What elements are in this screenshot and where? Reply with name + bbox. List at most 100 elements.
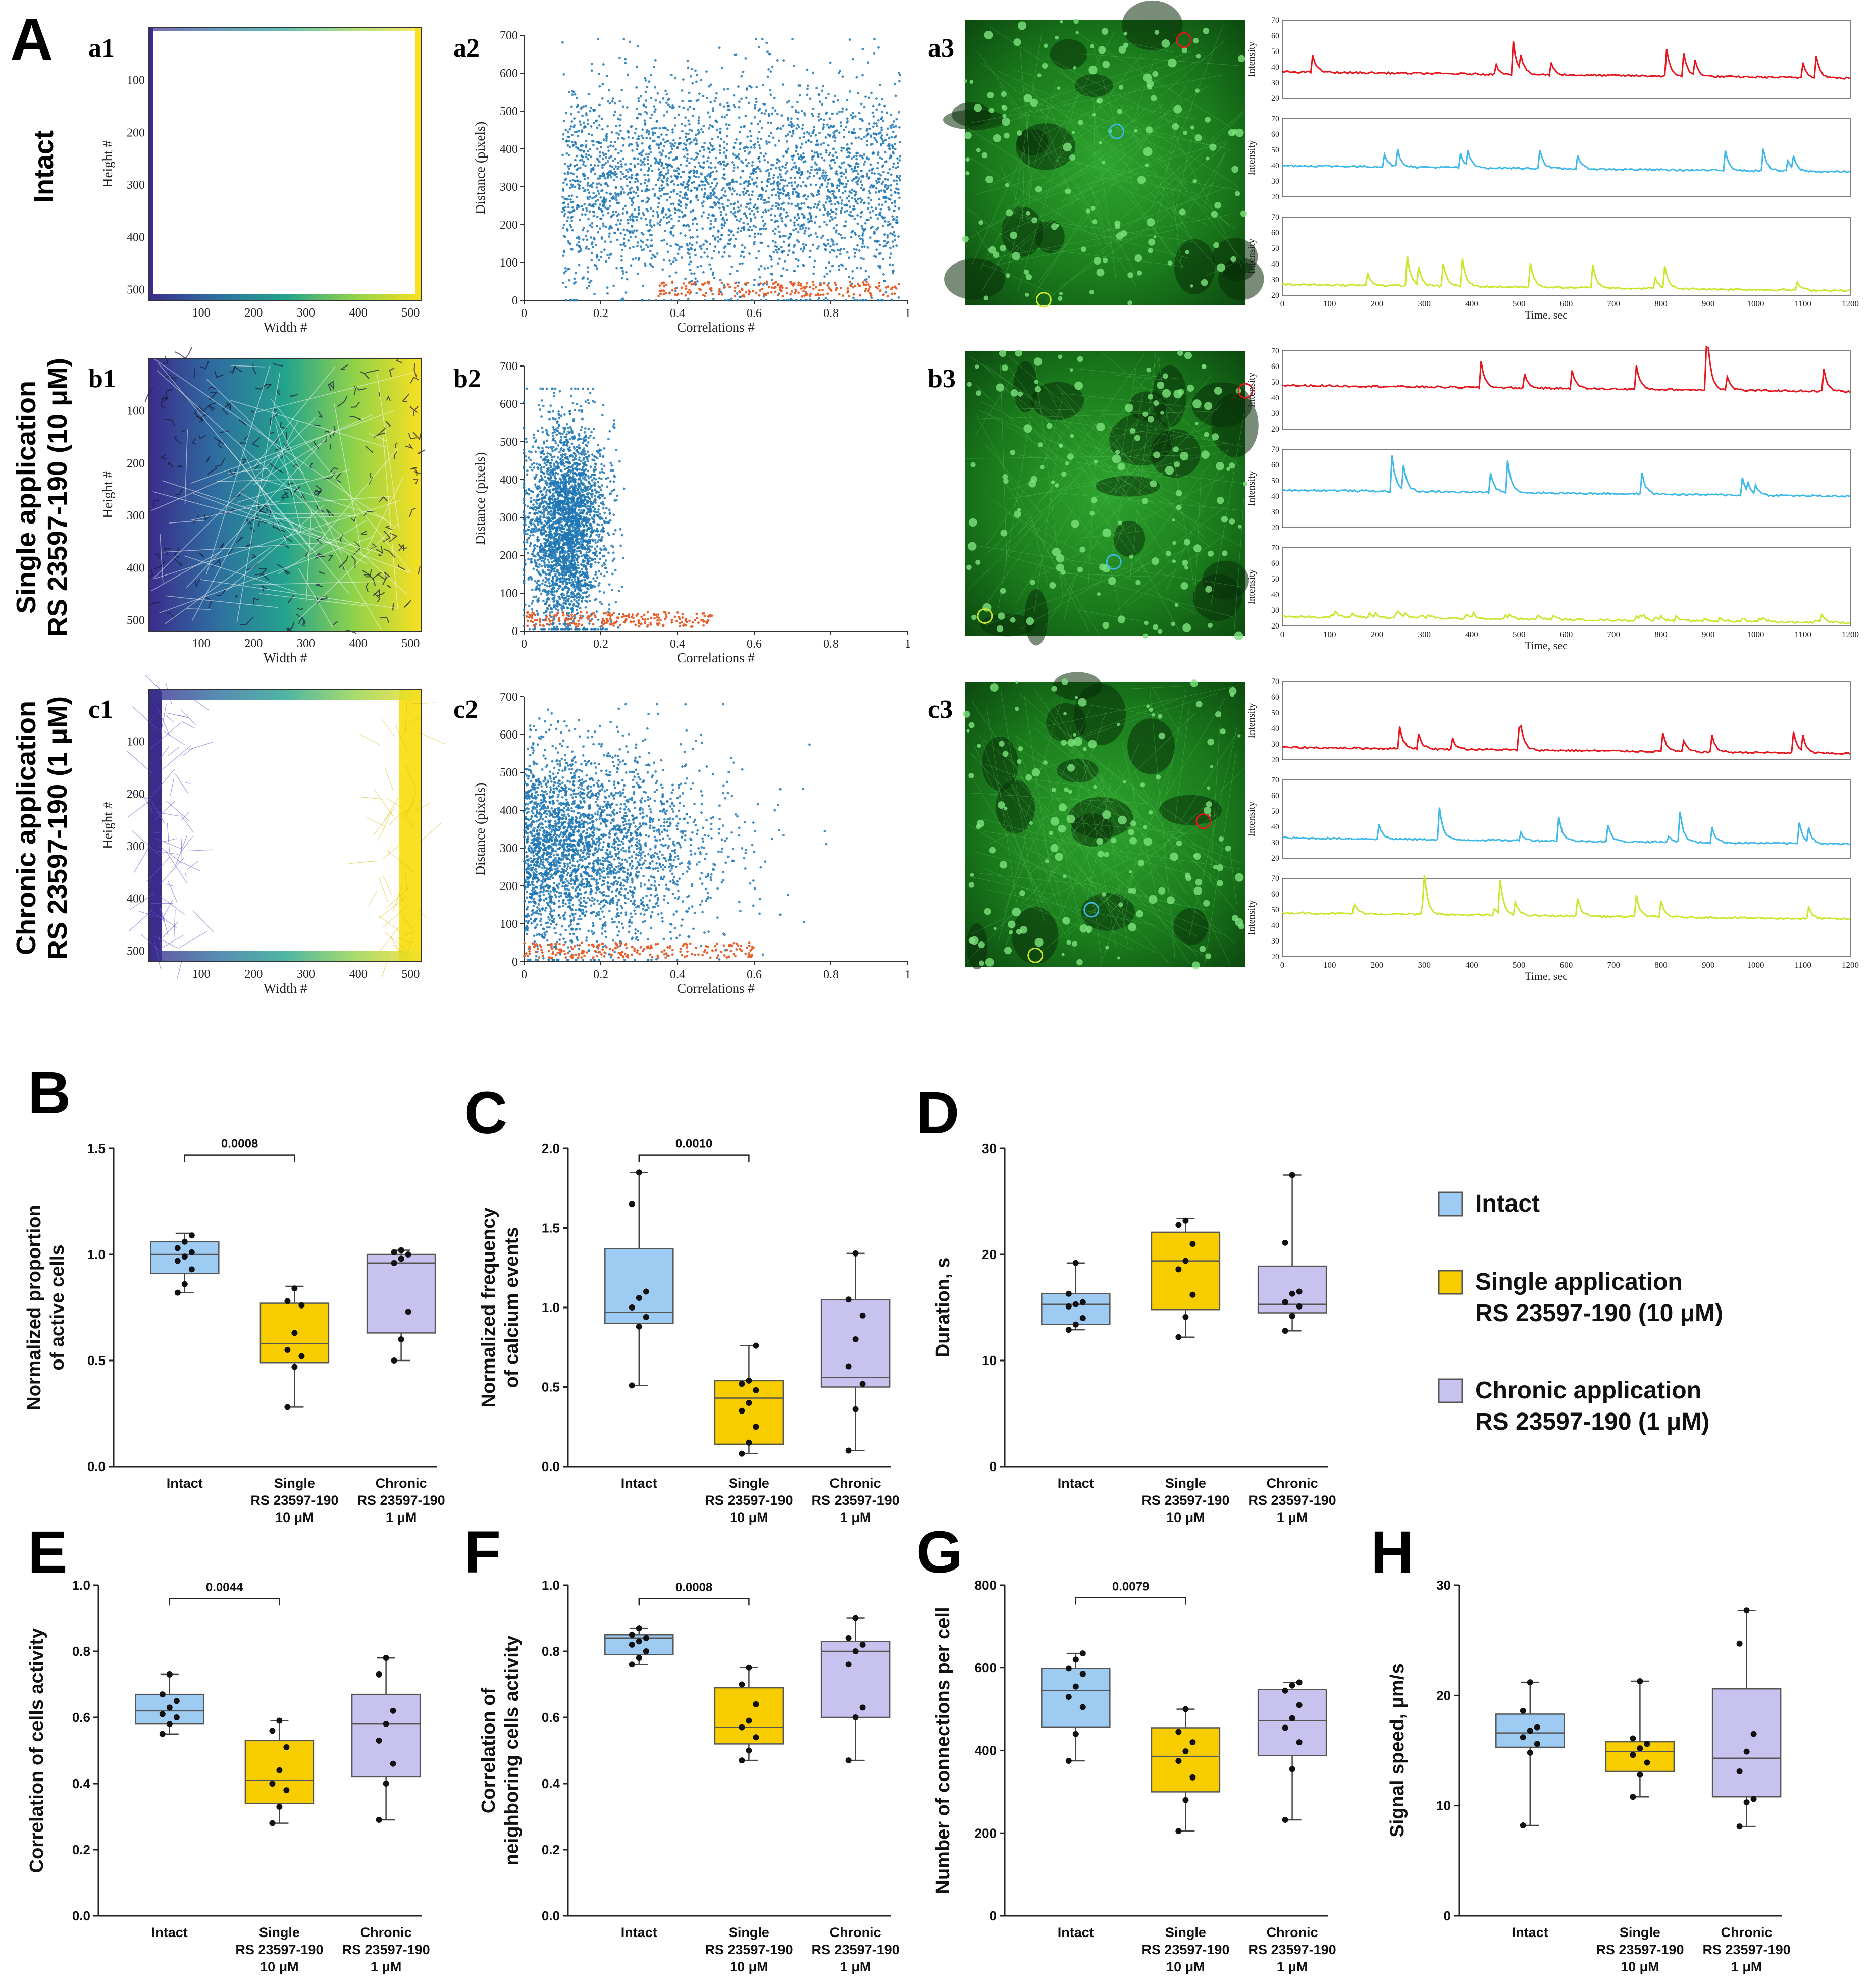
scatter-point [793,162,796,165]
cell-soma [1118,85,1124,90]
scatter-point-near [761,288,764,290]
scatter-point [621,270,624,273]
scatter-point [700,173,703,176]
scatter-point [523,486,526,489]
scatter-point [627,136,630,139]
scatter-point [783,299,785,302]
scatter-point [667,103,670,107]
scatter-point [733,94,736,97]
scatter-point [602,544,605,547]
scatter-point [632,190,635,193]
scatter-point [770,183,772,185]
scatter-point [723,141,726,144]
scatter-point [722,187,725,190]
scatter-point [881,225,884,228]
neurite [1171,187,1182,269]
scatter-point [798,167,801,170]
scatter-point [800,202,803,205]
scatter-point [650,164,652,167]
scatter-point [604,181,607,184]
scatter-point [586,238,589,241]
scatter-point [740,160,743,163]
scatter-point [604,156,607,159]
scatter-point [825,266,828,269]
connection-line [152,416,317,580]
scatter-point [800,110,803,113]
scatter-point [595,186,598,189]
scatter-point [861,74,864,77]
scatter-point [879,211,882,214]
scatter-point [820,143,823,146]
scatter-point [792,132,795,135]
scatter-point [728,255,731,258]
scatter-point [851,215,854,218]
scatter-point [665,133,668,136]
scatter-point [827,93,830,95]
scatter-point [860,186,862,189]
scatter-point [600,146,603,148]
scatter-point [719,127,722,130]
scatter-point [717,136,720,138]
scatter-point [790,168,793,171]
cell-outline [408,433,417,440]
scatter-point [758,147,761,150]
scatter-point [588,285,591,287]
scatter-point [557,410,560,413]
scatter-point [712,226,715,229]
scatter-point-near [703,282,706,285]
scatter-point [873,136,876,139]
scatter-point [815,144,818,147]
scatter-point [605,135,608,138]
scatter-point [645,106,648,109]
scatter-point-near [797,291,800,294]
neurite [981,62,1141,192]
scatter-point [603,472,605,474]
scatter-point [680,183,683,186]
scatter-point [740,126,743,129]
scatter-point [579,180,582,183]
row-label: Single applicationRS 23597-190 (10 μM) [11,358,73,637]
scatter-point [681,196,684,199]
scatter-point [602,204,605,207]
scatter-point [706,255,709,258]
scatter-point [620,165,623,168]
cell-outline [221,403,230,415]
scatter-point [649,207,652,210]
scatter-point [647,133,650,136]
scatter-point [640,164,643,166]
scatter-point [754,171,757,174]
scatter-point [585,114,588,117]
scatter-point [698,150,701,153]
scatter-point [661,149,664,152]
scatter-point [662,138,665,141]
trace-x-tick: 600 [1560,299,1573,308]
cell-outline [316,595,325,604]
scatter-point [763,112,766,115]
scatter-point [895,125,897,128]
scatter-point [617,194,620,197]
scatter-point [799,146,802,149]
cell-soma [1213,242,1220,248]
scatter-point [626,278,629,281]
scatter-point [653,127,656,130]
scatter-point [818,119,820,122]
scatter-point-near [808,294,811,297]
scatter-point [838,131,841,134]
scatter-point [644,179,647,182]
scatter-point [727,234,731,236]
neurite [1135,160,1187,229]
scatter-point [654,162,657,165]
scatter-point [651,127,654,130]
scatter-point [841,107,844,110]
scatter-point [807,206,810,209]
scatter-point [673,124,676,127]
scatter-point [771,112,774,115]
connection-line [227,467,269,474]
scatter-point [603,202,606,205]
scatter-point [598,182,601,185]
scatter-point [861,227,864,230]
scatter-point [774,144,777,147]
scatter-point [658,187,661,190]
cell-outline [329,444,332,450]
scatter-point-near [891,292,894,295]
